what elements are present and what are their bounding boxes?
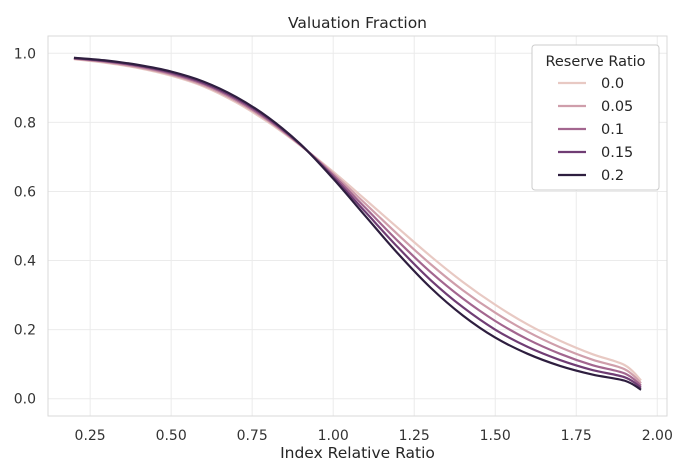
y-tick-label: 0.8 [14,115,36,131]
legend-box [531,44,660,191]
legend-entries: 0.0 0.05 0.1 0.15 0.2 [558,76,633,184]
y-tick-label: 0.4 [14,254,36,270]
x-tick-label: 0.75 [237,428,268,444]
legend: Reserve Ratio 0.0 0.05 0.1 0.15 0.2 [531,44,660,191]
x-tick-label: 1.25 [399,428,430,444]
x-tick-label: 2.00 [642,428,673,444]
x-tick-label: 1.00 [318,428,349,444]
plot-frame [47,35,668,417]
tick-labels: 0.25 0.50 0.75 1.00 1.25 1.50 1.75 2.000.00.20.… [14,46,673,444]
x-tick-label: 1.75 [561,428,592,444]
legend-label: 0.0 [601,76,624,92]
x-tick-label: 0.50 [156,428,187,444]
legend-label: 0.1 [601,122,624,138]
y-tick-label: 1.0 [14,46,36,62]
x-tick-label: 1.50 [480,428,511,444]
y-tick-label: 0.6 [14,184,36,200]
legend-title: Reserve Ratio [545,54,645,70]
series-lines [73,56,642,391]
legend-label: 0.15 [601,145,633,161]
legend-label: 0.05 [601,99,633,115]
x-axis-title: Index Relative Ratio [280,444,435,462]
y-tick-label: 0.2 [14,323,36,339]
chart-title: Valuation Fraction [288,14,427,32]
legend-label: 0.2 [601,168,624,184]
y-tick-label: 0.0 [14,392,36,408]
series-line-0-2 [73,56,642,391]
x-tick-label: 0.25 [75,428,106,444]
